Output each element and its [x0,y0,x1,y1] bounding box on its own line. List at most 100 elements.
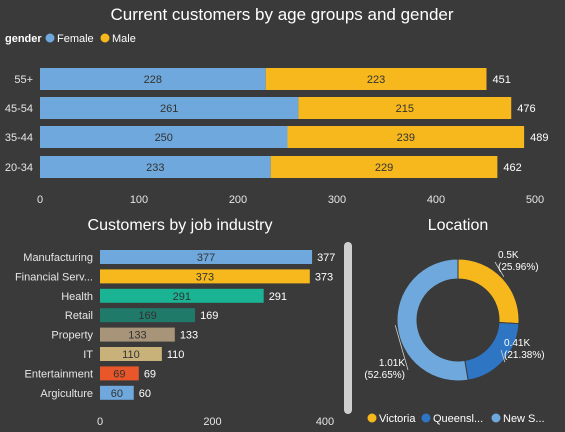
age-bar-female[interactable] [40,97,299,119]
age-bar-value: 250 [155,132,173,144]
industry-scrollbar[interactable] [344,242,352,414]
industry-bar-value: 291 [173,291,191,303]
age-x-tick: 100 [130,194,148,206]
industry-bar[interactable] [100,327,175,342]
age-bar-total: 476 [517,103,535,115]
age-bar-value: 239 [397,132,415,144]
age-legend[interactable]: Female Male [45,33,136,45]
age-category-label: 55+ [14,74,33,86]
age-category-label: 35-44 [5,132,33,144]
location-donut [396,258,520,382]
donut-slice-percent: (21.38%) [504,350,545,361]
age-bar-male[interactable] [298,97,512,119]
age-x-tick: 400 [427,194,445,206]
donut-leader-line [500,349,506,363]
industry-bar[interactable] [100,288,264,303]
age-category-label: 20-34 [5,162,33,174]
industry-bars: Manufacturing 377 377 Financial Serv... 373 3… [15,250,335,400]
location-legend-label[interactable]: Victoria [379,413,416,425]
age-bar-female[interactable] [40,68,266,90]
location-legend-marker[interactable] [421,413,431,423]
legend-title: gender [5,33,42,45]
age-chart-title: Current customers by age groups and gend… [110,5,453,24]
donut-slice-value: 0.5K [498,250,519,261]
age-bar-value: 233 [146,162,164,174]
industry-category-label: IT [83,349,93,361]
location-chart: Location 0.5K(25.96%) 0.41K(21.38%) 1.01K(… [364,217,545,425]
age-x-axis: 0 100 200 300 400 500 [37,194,544,206]
industry-x-tick: 0 [97,416,103,428]
industry-bar-value: 377 [197,252,215,264]
age-gender-chart: Current customers by age groups and gend… [5,5,549,206]
legend-marker-male[interactable] [100,33,110,43]
legend-label-female[interactable]: Female [57,33,94,45]
industry-bar[interactable] [100,366,139,381]
legend-marker-female[interactable] [45,33,55,43]
industry-category-label: Argiculture [40,388,93,400]
industry-bar-total: 373 [315,271,333,283]
age-x-tick: 0 [37,194,43,206]
age-bar-value: 261 [160,103,178,115]
industry-bar-total: 377 [317,252,335,264]
industry-bar-total: 69 [144,368,156,380]
industry-category-label: Health [61,291,93,303]
industry-x-tick: 400 [316,416,334,428]
age-bars: 55+ 228 223 451 45-54 261 215 476 35-44 250 239 489… [5,68,548,178]
location-slice-labels: 0.5K(25.96%) 0.41K(21.38%) 1.01K(52.65%) [364,250,544,381]
location-legend-label[interactable]: Queensl... [433,413,483,425]
industry-category-label: Retail [65,310,93,322]
industry-category-label: Manufacturing [23,252,93,264]
industry-x-tick: 200 [203,416,221,428]
donut-leader-line [494,261,505,278]
donut-slice-2[interactable] [396,258,469,382]
legend-label-male[interactable]: Male [112,33,136,45]
industry-bar-value: 133 [128,330,146,342]
industry-bar-value: 60 [111,388,123,400]
age-bar-total: 489 [530,132,548,144]
industry-bar[interactable] [100,250,313,264]
industry-bar-total: 110 [167,349,185,361]
age-x-tick: 500 [526,194,544,206]
location-legend-label[interactable]: New S... [503,413,545,425]
industry-bar-total: 133 [180,330,198,342]
donut-slice-value: 1.01K [379,358,405,369]
age-bar-value: 215 [396,103,414,115]
industry-bar[interactable] [100,347,162,361]
age-bar-male[interactable] [287,126,525,148]
age-x-tick: 200 [229,194,247,206]
location-legend[interactable]: Victoria Queensl... New S... [367,413,545,425]
donut-leader-line [394,325,409,371]
age-bar-value: 229 [375,162,393,174]
industry-category-label: Property [51,330,93,342]
donut-slice-percent: (25.96%) [498,262,539,273]
age-category-label: 45-54 [5,103,33,115]
age-bar-female[interactable] [40,156,271,178]
age-bar-value: 223 [367,74,385,86]
age-bar-male[interactable] [270,156,498,178]
industry-bar-total: 60 [139,388,151,400]
age-bar-male[interactable] [265,68,487,90]
age-bar-total: 451 [492,74,510,86]
donut-slice-percent: (52.65%) [364,370,405,381]
industry-bar[interactable] [100,385,134,400]
industry-bar[interactable] [100,269,310,284]
industry-bar-total: 291 [269,291,287,303]
industry-chart: Customers by job industry Manufacturing 3… [15,217,352,428]
donut-slice-value: 0.41K [504,338,530,349]
industry-bar-total: 169 [200,310,218,322]
location-legend-marker[interactable] [367,413,377,423]
age-bar-value: 228 [144,74,162,86]
industry-bar-value: 69 [113,368,125,380]
industry-bar-value: 110 [122,349,140,361]
industry-category-label: Financial Serv... [15,271,93,283]
industry-bar-value: 169 [138,310,156,322]
age-bar-total: 462 [503,162,521,174]
industry-chart-title: Customers by job industry [88,217,273,234]
industry-bar[interactable] [100,308,196,323]
location-legend-marker[interactable] [491,413,501,423]
industry-x-axis: 0 200 400 [97,416,334,428]
location-chart-title: Location [428,217,489,234]
age-x-tick: 300 [328,194,346,206]
industry-category-label: Entertainment [25,368,93,380]
age-bar-female[interactable] [40,126,288,148]
